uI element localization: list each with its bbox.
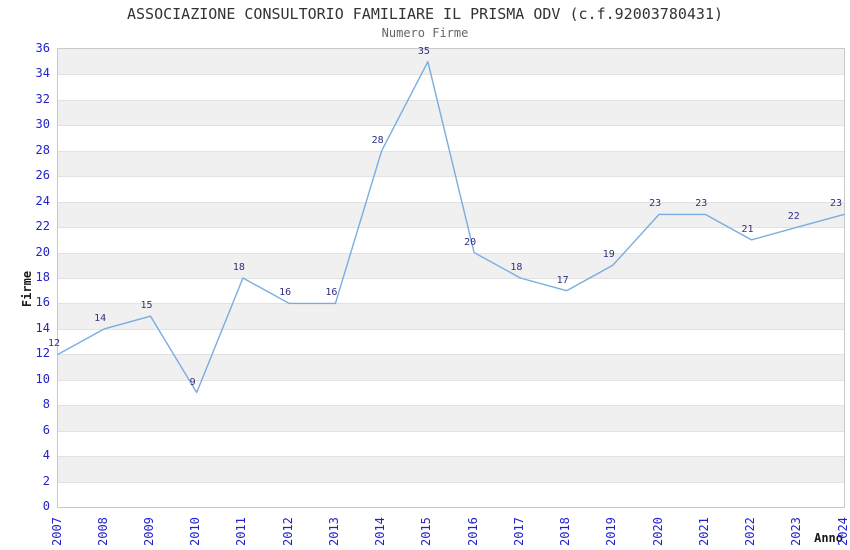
y-tick-label: 2 xyxy=(42,473,50,488)
data-point-label: 20 xyxy=(464,236,477,248)
y-tick-label: 8 xyxy=(42,397,50,412)
data-point-label: 17 xyxy=(556,274,569,286)
data-point-label: 28 xyxy=(371,134,384,146)
y-tick-label: 18 xyxy=(35,270,50,284)
data-point-label: 16 xyxy=(325,287,338,299)
data-point-label: 18 xyxy=(232,262,245,273)
data-point-label: 35 xyxy=(417,45,430,57)
y-tick-label: 34 xyxy=(35,66,50,81)
data-point-label: 14 xyxy=(94,312,107,324)
y-tick-label: 28 xyxy=(35,142,50,157)
plot-area: 12 14 15 9 18 16 16 28 35 20 18 17 19 23 23 21 22 23 xyxy=(48,45,845,508)
line-series-svg xyxy=(57,61,845,394)
y-tick-label: 4 xyxy=(42,448,50,463)
x-tick-label: 2016 xyxy=(465,516,480,546)
data-point-label: 23 xyxy=(829,198,843,210)
data-point-label: 15 xyxy=(140,300,153,312)
x-tick-label: 2015 xyxy=(419,516,434,546)
x-tick-label: 2024 xyxy=(835,516,850,546)
y-tick-label: 20 xyxy=(35,244,50,259)
x-tick-label: 2011 xyxy=(234,516,249,546)
chart-title: ASSOCIAZIONE CONSULTORIO FAMILIARE IL PR… xyxy=(126,5,724,23)
y-tick-label: 16 xyxy=(35,295,50,310)
x-tick-label: 2013 xyxy=(326,516,341,546)
x-tick-label: 2008 xyxy=(95,516,110,546)
y-tick-label: 6 xyxy=(42,422,50,437)
data-point-label: 18 xyxy=(510,262,523,273)
x-tick-label: 2019 xyxy=(604,516,619,546)
y-tick-label: 32 xyxy=(35,91,50,106)
x-tick-label: 2009 xyxy=(142,516,156,546)
y-tick-label: 12 xyxy=(35,346,50,361)
data-point-label: 12 xyxy=(47,338,61,350)
y-tick-label: 30 xyxy=(35,117,50,132)
line-series xyxy=(57,61,845,394)
data-point-label: 16 xyxy=(279,287,292,299)
data-point-label: 23 xyxy=(695,198,708,210)
x-tick-label: 2023 xyxy=(789,516,804,546)
x-tick-label: 2022 xyxy=(743,516,757,546)
x-axis-label: Anno xyxy=(814,531,843,545)
y-tick-label: 22 xyxy=(35,219,50,234)
data-point-label: 22 xyxy=(787,211,800,223)
x-tick-label: 2020 xyxy=(650,516,665,546)
data-point-label: 23 xyxy=(649,198,662,210)
chart-subtitle: Numero Firme xyxy=(381,26,469,40)
y-tick-label: 24 xyxy=(35,193,50,208)
data-point-label: 9 xyxy=(189,376,196,388)
data-point-label: 21 xyxy=(741,223,754,235)
y-tick-label: 0 xyxy=(42,499,50,513)
x-tick-label: 2021 xyxy=(696,516,711,546)
y-tick-label: 26 xyxy=(35,168,50,183)
x-tick-label: 2014 xyxy=(373,516,388,546)
data-point-label: 19 xyxy=(602,249,615,261)
y-tick-label: 14 xyxy=(35,320,50,335)
y-tick-label: 10 xyxy=(35,371,50,386)
x-tick-label: 2018 xyxy=(558,516,573,546)
y-tick-label: 36 xyxy=(35,41,50,55)
x-tick-label: 2017 xyxy=(511,516,526,546)
x-tick-label: 2007 xyxy=(49,516,64,546)
x-tick-label: 2012 xyxy=(280,516,295,546)
x-tick-label: 2010 xyxy=(188,516,203,546)
